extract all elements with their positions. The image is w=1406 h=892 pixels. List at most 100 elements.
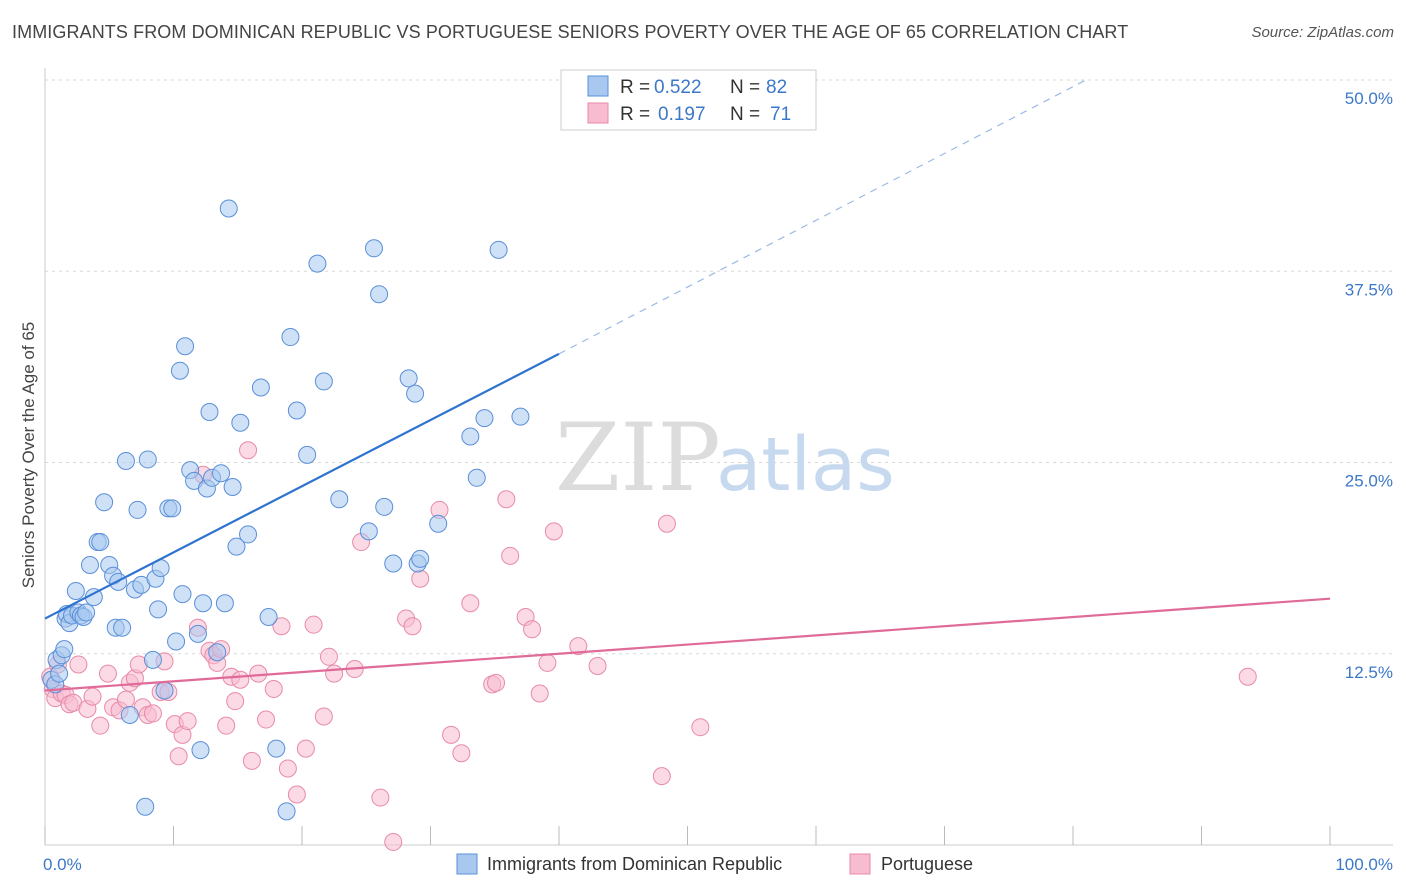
dominican-point-70 bbox=[364, 239, 383, 258]
portuguese-point-26 bbox=[169, 747, 188, 766]
dominican-point-67 bbox=[314, 372, 333, 391]
portuguese-point-61 bbox=[452, 744, 471, 763]
dominican-point-39 bbox=[167, 632, 186, 651]
dominican-point-81 bbox=[475, 409, 494, 428]
dominican-point-80 bbox=[467, 468, 486, 487]
portuguese-point-40 bbox=[242, 751, 261, 770]
portuguese-point-12 bbox=[98, 664, 117, 683]
portuguese-point-71 bbox=[544, 522, 563, 541]
portuguese-point-10 bbox=[83, 687, 102, 706]
portuguese-point-47 bbox=[296, 739, 315, 758]
dominican-point-79 bbox=[461, 427, 480, 446]
series-label-portuguese: Portuguese bbox=[881, 854, 973, 874]
portuguese-point-48 bbox=[304, 615, 323, 634]
y-tick-label-2: 37.5% bbox=[1345, 280, 1393, 299]
dominican-point-41 bbox=[173, 585, 192, 604]
series-label-dominican: Immigrants from Dominican Republic bbox=[487, 854, 782, 874]
gridlines bbox=[45, 79, 1393, 655]
legend-n-value-2: 71 bbox=[770, 104, 791, 125]
portuguese-point-74 bbox=[652, 767, 671, 786]
stats-legend: R = 0.522 N = 82 R = 0.197 N = 71 bbox=[560, 69, 817, 131]
portuguese-point-8 bbox=[69, 655, 88, 674]
dominican-point-57 bbox=[231, 413, 250, 432]
portuguese-point-49 bbox=[314, 707, 333, 726]
series-swatch-pink bbox=[849, 853, 871, 875]
dominican-point-53 bbox=[215, 594, 234, 613]
y-tick-label-3: 50.0% bbox=[1345, 89, 1393, 108]
portuguese-point-66 bbox=[501, 546, 520, 565]
dominican-trend-extension bbox=[558, 79, 1087, 355]
dominican-point-55 bbox=[223, 477, 242, 496]
dominican-point-78 bbox=[429, 514, 448, 533]
dominican-point-64 bbox=[287, 401, 306, 420]
dominican-point-10 bbox=[66, 582, 85, 601]
portuguese-point-11 bbox=[91, 716, 110, 735]
portuguese-point-41 bbox=[249, 664, 268, 683]
portuguese-point-68 bbox=[523, 620, 542, 639]
portuguese-point-76 bbox=[691, 718, 710, 737]
portuguese-point-58 bbox=[411, 569, 430, 588]
x-tick-min: 0.0% bbox=[43, 855, 82, 874]
x-tick-max: 100.0% bbox=[1335, 855, 1393, 874]
portuguese-point-65 bbox=[497, 490, 516, 509]
dominican-trend-line bbox=[44, 352, 560, 620]
portuguese-point-37 bbox=[226, 692, 245, 711]
dominican-point-14 bbox=[77, 603, 96, 622]
dominican-point-42 bbox=[176, 337, 195, 356]
dominican-point-24 bbox=[113, 618, 132, 637]
dominican-point-46 bbox=[191, 741, 210, 760]
dominican-point-77 bbox=[411, 549, 430, 568]
dominican-point-31 bbox=[138, 450, 157, 469]
portuguese-point-35 bbox=[217, 716, 236, 735]
y-tick-label-1: 25.0% bbox=[1345, 472, 1393, 491]
dominican-point-74 bbox=[399, 369, 418, 388]
dominican-point-75 bbox=[406, 384, 425, 403]
portuguese-point-73 bbox=[588, 656, 607, 675]
dominican-point-19 bbox=[95, 493, 114, 512]
series-legend: Immigrants from Dominican Republic Portu… bbox=[456, 853, 973, 875]
dominican-point-26 bbox=[120, 705, 139, 724]
portuguese-point-69 bbox=[530, 684, 549, 703]
portuguese-point-15 bbox=[116, 690, 135, 709]
watermark-atlas: atlas bbox=[716, 422, 895, 508]
dominican-point-45 bbox=[188, 624, 207, 643]
watermark: ZIP atlas bbox=[555, 404, 895, 513]
legend-r-label-1: R = bbox=[620, 77, 650, 98]
dominican-point-51 bbox=[208, 643, 227, 662]
legend-swatch-pink bbox=[587, 102, 609, 124]
dominican-point-72 bbox=[375, 497, 394, 516]
source-credit: Source: ZipAtlas.com bbox=[1251, 24, 1394, 41]
portuguese-point-50 bbox=[319, 647, 338, 666]
dominican-point-34 bbox=[149, 600, 168, 619]
portuguese-point-45 bbox=[278, 759, 297, 778]
portuguese-point-72 bbox=[569, 637, 588, 656]
y-tick-labels: 12.5% 25.0% 37.5% 50.0% bbox=[1345, 89, 1393, 682]
dominican-point-71 bbox=[370, 285, 389, 304]
portuguese-trend-line bbox=[44, 597, 1331, 692]
dominican-point-61 bbox=[267, 739, 286, 758]
portuguese-point-43 bbox=[264, 679, 283, 698]
dominican-point-63 bbox=[281, 328, 300, 347]
dominican-point-15 bbox=[80, 556, 99, 575]
y-axis-label: Seniors Poverty Over the Age of 65 bbox=[19, 322, 38, 588]
dominican-point-40 bbox=[170, 361, 189, 380]
portuguese-point-46 bbox=[287, 785, 306, 804]
dominican-point-82 bbox=[489, 240, 508, 259]
portuguese-point-21 bbox=[143, 704, 162, 723]
dominican-point-36 bbox=[155, 681, 174, 700]
dominican-point-65 bbox=[298, 445, 317, 464]
legend-n-value-1: 82 bbox=[766, 77, 787, 98]
portuguese-point-42 bbox=[257, 710, 276, 729]
y-tick-label-0: 12.5% bbox=[1345, 663, 1393, 682]
dominican-point-28 bbox=[128, 500, 147, 519]
dominican-point-49 bbox=[200, 403, 219, 422]
portuguese-point-51 bbox=[325, 664, 344, 683]
axes bbox=[44, 68, 1393, 846]
dominican-point-68 bbox=[330, 490, 349, 509]
trend-lines bbox=[44, 79, 1331, 692]
dominican-point-66 bbox=[308, 254, 327, 273]
dominican-point-32 bbox=[143, 650, 162, 669]
legend-r-label-2: R = bbox=[620, 104, 650, 125]
portuguese-point-55 bbox=[384, 832, 403, 851]
dominican-point-62 bbox=[277, 802, 296, 821]
